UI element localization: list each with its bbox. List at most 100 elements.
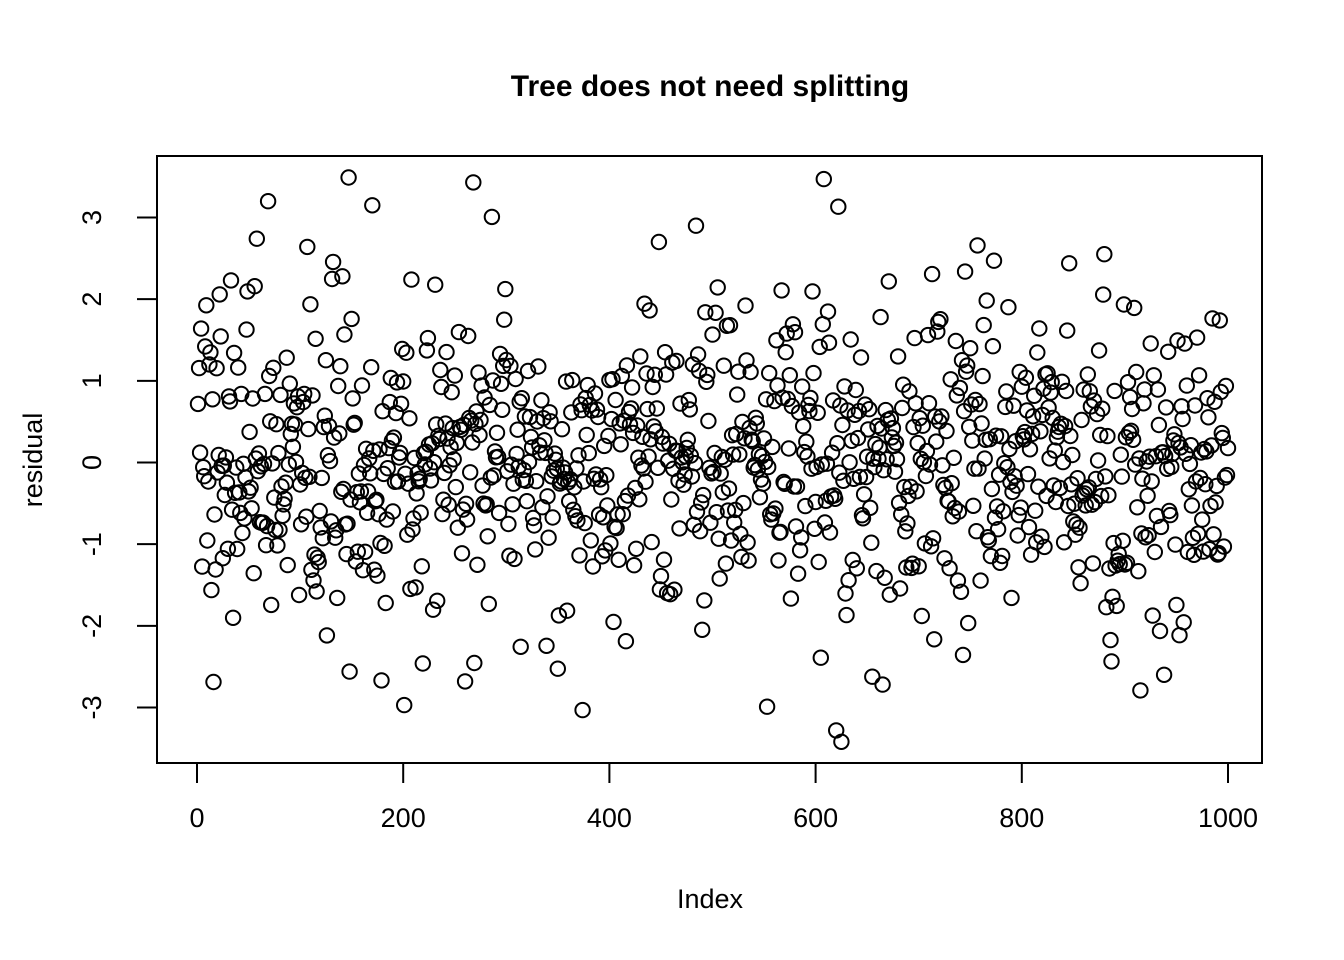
data-point: [827, 490, 844, 507]
data-point: [697, 304, 714, 321]
data-point: [1119, 374, 1137, 391]
data-point: [416, 456, 434, 473]
data-point: [628, 540, 645, 557]
data-point: [488, 424, 506, 441]
data-point: [848, 560, 865, 577]
data-point: [394, 340, 411, 358]
data-point: [652, 567, 670, 585]
data-point: [711, 570, 728, 587]
data-point: [935, 476, 952, 494]
data-point: [1039, 365, 1056, 382]
data-point: [789, 565, 807, 582]
data-point: [737, 297, 754, 314]
data-point: [468, 403, 485, 420]
data-point: [356, 543, 374, 560]
data-point: [772, 523, 789, 541]
data-point: [449, 519, 466, 536]
data-point: [866, 458, 883, 476]
data-point: [969, 237, 986, 254]
data-point: [877, 401, 894, 419]
data-point: [539, 488, 556, 505]
data-point: [478, 496, 495, 513]
data-point: [500, 515, 517, 533]
data-point: [1016, 423, 1034, 441]
data-point: [509, 421, 526, 438]
data-point: [845, 470, 862, 487]
data-point: [570, 447, 587, 464]
data-point: [350, 465, 368, 482]
data-point: [1003, 589, 1020, 607]
data-point: [971, 395, 988, 413]
data-point: [967, 391, 984, 409]
data-point: [840, 572, 857, 589]
data-point: [820, 334, 838, 351]
data-point: [504, 496, 521, 513]
data-point: [349, 543, 366, 560]
data-point: [403, 271, 420, 288]
data-point: [1097, 468, 1114, 485]
data-point: [569, 512, 586, 529]
data-point: [432, 361, 449, 379]
data-point: [855, 486, 873, 503]
data-point: [812, 649, 829, 666]
data-point: [724, 446, 742, 463]
data-point: [875, 462, 892, 479]
data-point: [269, 537, 286, 554]
data-point: [1021, 441, 1039, 458]
data-point: [796, 443, 813, 461]
data-point: [198, 297, 215, 314]
data-point: [600, 427, 617, 445]
data-point: [200, 473, 217, 490]
data-point: [923, 265, 941, 283]
data-point: [841, 454, 858, 471]
data-point: [415, 444, 432, 462]
data-point: [397, 465, 414, 482]
data-point: [546, 445, 563, 462]
data-point: [241, 423, 258, 441]
data-point: [649, 459, 667, 476]
data-point: [996, 455, 1013, 472]
data-point: [644, 378, 661, 396]
data-point: [972, 572, 989, 589]
data-point: [298, 508, 315, 525]
y-tick-label: -2: [77, 614, 107, 638]
data-point: [340, 169, 357, 186]
data-point: [533, 392, 550, 409]
data-point: [1177, 445, 1194, 462]
data-point: [574, 701, 591, 719]
data-point: [456, 673, 474, 690]
data-point: [207, 561, 224, 578]
data-point: [317, 352, 335, 369]
data-point: [1099, 427, 1116, 445]
data-point: [245, 565, 262, 582]
data-point: [984, 338, 1002, 355]
data-point: [929, 323, 946, 340]
data-point: [782, 590, 800, 607]
data-point: [906, 329, 923, 347]
data-point: [715, 357, 732, 374]
data-point: [738, 352, 755, 369]
data-point: [889, 348, 907, 365]
data-point: [334, 268, 351, 285]
data-point: [1087, 470, 1105, 488]
y-tick-label: 0: [77, 455, 107, 470]
x-tick-label: 1000: [1198, 803, 1258, 833]
data-point: [274, 507, 291, 524]
data-point: [1095, 286, 1112, 303]
y-tick-label: 1: [77, 373, 107, 388]
data-point: [494, 401, 511, 418]
data-point: [708, 504, 725, 521]
data-point: [837, 585, 854, 602]
data-point: [797, 497, 814, 515]
data-point: [472, 411, 489, 429]
data-point: [1090, 342, 1108, 359]
data-point: [1135, 395, 1152, 412]
data-point: [1129, 499, 1146, 516]
data-point: [809, 404, 826, 421]
data-point: [894, 399, 911, 417]
data-point: [203, 581, 220, 599]
data-point: [256, 385, 274, 403]
data-point: [960, 614, 977, 632]
data-point: [638, 365, 655, 382]
data-point: [980, 532, 997, 549]
